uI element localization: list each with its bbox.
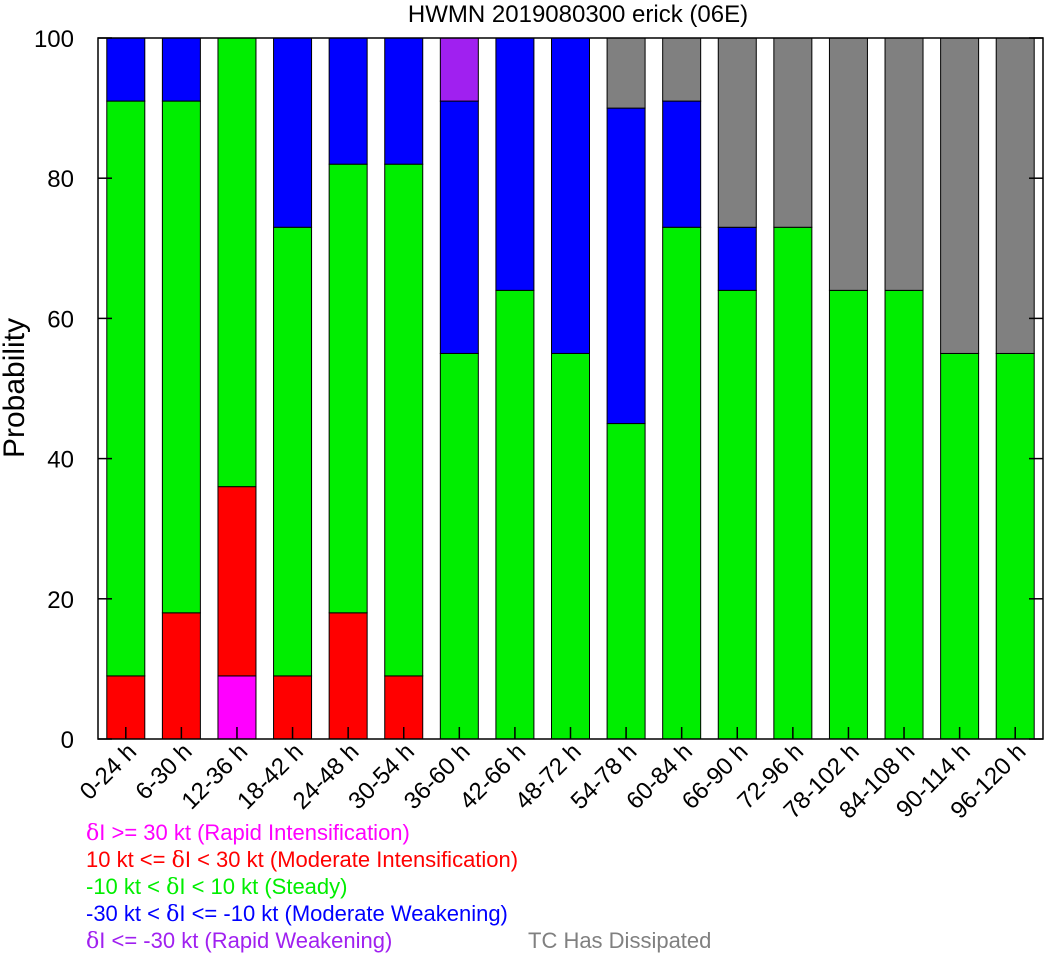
bar-segment-st-15 <box>940 352 980 740</box>
legend-item-st: -10 kt < δI < 10 kt (Steady) <box>86 874 347 901</box>
bar-segment-mw-7 <box>495 37 535 291</box>
bar-segment-mi-1 <box>161 612 201 740</box>
bar-segment-mw-3 <box>273 37 313 228</box>
delta-symbol: δ <box>86 821 100 846</box>
bar-segment-st-1 <box>161 100 201 614</box>
bar-segment-st-7 <box>495 289 535 740</box>
legend-text-prefix: -30 kt < <box>86 901 167 926</box>
bar-segment-st-3 <box>273 226 313 677</box>
legend-item-mw: -30 kt < δI <= -10 kt (Moderate Weakenin… <box>86 901 508 928</box>
delta-symbol: δ <box>171 848 185 873</box>
bar-segment-dis-9 <box>606 37 646 109</box>
bar-segment-st-10 <box>662 226 702 740</box>
y-tick-label: 80 <box>47 166 74 193</box>
bar-segment-st-5 <box>384 163 424 677</box>
y-axis-label: Probability <box>0 318 31 458</box>
bar-segment-st-8 <box>551 352 590 740</box>
bar-segment-dis-12 <box>773 37 813 228</box>
legend-text-prefix: -10 kt < <box>86 874 167 899</box>
y-tick-label: 100 <box>34 26 74 53</box>
bar-segment-dis-15 <box>940 37 980 354</box>
bar-segment-st-11 <box>717 289 757 740</box>
bar-segment-mw-10 <box>662 100 702 228</box>
legend-text-prefix: 10 kt <= <box>86 847 172 872</box>
axes-layer <box>97 37 1044 740</box>
x-tick-label: 0-24 h <box>75 738 142 805</box>
legend-text: I < 30 kt (Moderate Intensification) <box>184 847 519 872</box>
legend-text: I >= 30 kt (Rapid Intensification) <box>99 820 410 845</box>
bar-segment-st-16 <box>995 352 1035 740</box>
legend-text: I <= -10 kt (Moderate Weakening) <box>179 901 508 926</box>
y-tick-label: 40 <box>47 447 74 474</box>
bar-segment-dis-13 <box>828 37 868 291</box>
y-tick-label: 20 <box>47 587 74 614</box>
bar-segment-mw-11 <box>717 226 757 291</box>
bars-layer <box>106 37 1035 740</box>
legend-text: I <= -30 kt (Rapid Weakening) <box>99 928 393 953</box>
legend-text: I < 10 kt (Steady) <box>179 874 348 899</box>
y-tick-label: 0 <box>61 727 74 754</box>
bar-segment-mw-1 <box>161 37 201 102</box>
bar-segment-dis-10 <box>662 37 702 102</box>
y-tick-label: 60 <box>47 306 74 333</box>
delta-symbol: δ <box>166 902 180 927</box>
bar-segment-mi-2 <box>217 486 257 677</box>
y-tick-labels: 0 20 40 60 80 100 <box>34 26 74 754</box>
bar-segment-st-2 <box>217 37 257 488</box>
bar-segment-mi-4 <box>328 612 368 740</box>
bar-segment-mw-0 <box>106 37 146 102</box>
bar-segment-st-14 <box>884 289 924 740</box>
bar-segment-st-12 <box>773 226 813 740</box>
legend-item-mi: 10 kt <= δI < 30 kt (Moderate Intensific… <box>86 847 518 874</box>
bar-segment-st-9 <box>606 423 646 740</box>
delta-symbol: δ <box>86 929 100 954</box>
bar-segment-mw-9 <box>606 107 646 425</box>
legend-item-ri: δI >= 30 kt (Rapid Intensification) <box>86 820 410 847</box>
delta-symbol: δ <box>166 875 180 900</box>
bar-segment-st-13 <box>828 289 868 740</box>
bar-segment-dis-14 <box>884 37 924 291</box>
bar-segment-dis-16 <box>995 37 1035 354</box>
bar-segment-dis-11 <box>717 37 757 228</box>
bar-segment-rw-6 <box>439 37 479 102</box>
bar-segment-mw-5 <box>384 37 424 165</box>
bar-segment-st-0 <box>106 100 146 677</box>
chart-title: HWMN 2019080300 erick (06E) <box>408 1 748 28</box>
bar-segment-st-6 <box>439 352 479 740</box>
bar-segment-mw-4 <box>328 37 368 165</box>
x-tick-labels: 0-24 h6-30 h12-36 h18-42 h24-48 h30-54 h… <box>75 738 1032 824</box>
legend-item-rw: δI <= -30 kt (Rapid Weakening) <box>86 928 392 955</box>
bar-segment-mw-6 <box>439 100 479 354</box>
bar-segment-mw-8 <box>551 37 590 354</box>
bar-segment-st-4 <box>328 163 368 614</box>
legend-text: TC Has Dissipated <box>528 928 712 953</box>
legend-item-dis: TC Has Dissipated <box>528 928 711 954</box>
